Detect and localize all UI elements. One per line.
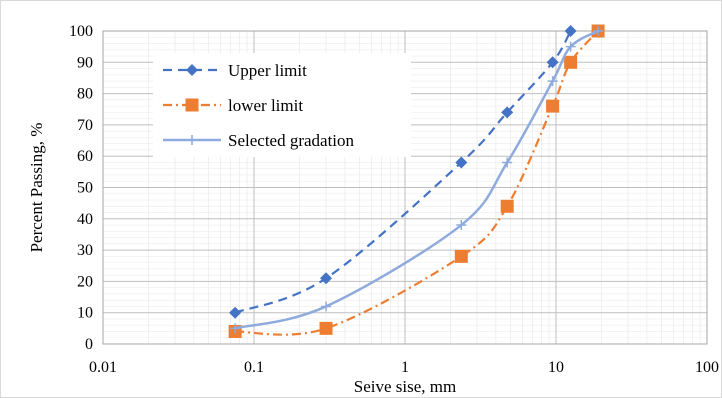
legend-marker: [187, 135, 197, 145]
series-selected-gradation: [230, 26, 604, 334]
legend-marker: [186, 64, 198, 76]
legend-label: Upper limit: [228, 61, 307, 80]
data-point: [547, 76, 558, 87]
series-lower-limit: [228, 24, 605, 338]
x-tick-label: 0.1: [244, 359, 264, 376]
y-tick-label: 80: [77, 86, 93, 103]
legend-entry: lower limit: [163, 96, 303, 115]
tick-labels: 0.01 0.1 1 10 100 0 10 20 30 40 50 60 70 80 90 100: [69, 23, 719, 376]
data-point: [502, 157, 513, 168]
data-point: [319, 321, 333, 335]
y-tick-label: 100: [69, 23, 93, 40]
x-tick-label: 10: [548, 359, 564, 376]
legend-marker: [185, 98, 199, 112]
x-axis-title: Seive sise, mm: [354, 377, 456, 396]
y-tick-label: 30: [77, 242, 93, 259]
data-point: [546, 56, 559, 69]
legend: Upper limit lower limit Selected gradation: [153, 53, 411, 157]
y-tick-label: 90: [77, 54, 93, 71]
data-point: [500, 199, 514, 213]
data-point: [229, 306, 242, 319]
series-upper-limit: [229, 25, 577, 319]
legend-label: Selected gradation: [228, 131, 355, 150]
y-tick-label: 20: [77, 273, 93, 290]
y-tick-label: 0: [85, 336, 93, 353]
y-tick-label: 10: [77, 305, 93, 322]
legend-entry: Upper limit: [163, 61, 307, 80]
data-point: [564, 55, 578, 69]
series-layer: [228, 24, 605, 338]
x-tick-label: 100: [695, 359, 719, 376]
data-point: [565, 41, 576, 52]
y-tick-label: 70: [77, 117, 93, 134]
data-point: [455, 156, 468, 169]
y-axis-title: Percent Passing, %: [27, 123, 46, 253]
data-point: [593, 26, 604, 36]
data-point: [320, 272, 333, 285]
plot-area-border: [102, 30, 708, 345]
data-point: [501, 106, 514, 119]
y-tick-label: 40: [77, 211, 93, 228]
data-point: [230, 323, 241, 334]
x-tick-label: 0.01: [89, 359, 117, 376]
x-tick-label: 1: [401, 359, 409, 376]
data-point: [454, 249, 468, 263]
data-point: [546, 99, 560, 113]
data-point: [321, 301, 332, 312]
y-tick-label: 50: [77, 180, 93, 197]
legend-label: lower limit: [228, 96, 303, 115]
y-tick-label: 60: [77, 148, 93, 165]
legend-entry: Selected gradation: [163, 131, 355, 150]
data-point: [564, 25, 577, 37]
data-point: [456, 220, 467, 231]
